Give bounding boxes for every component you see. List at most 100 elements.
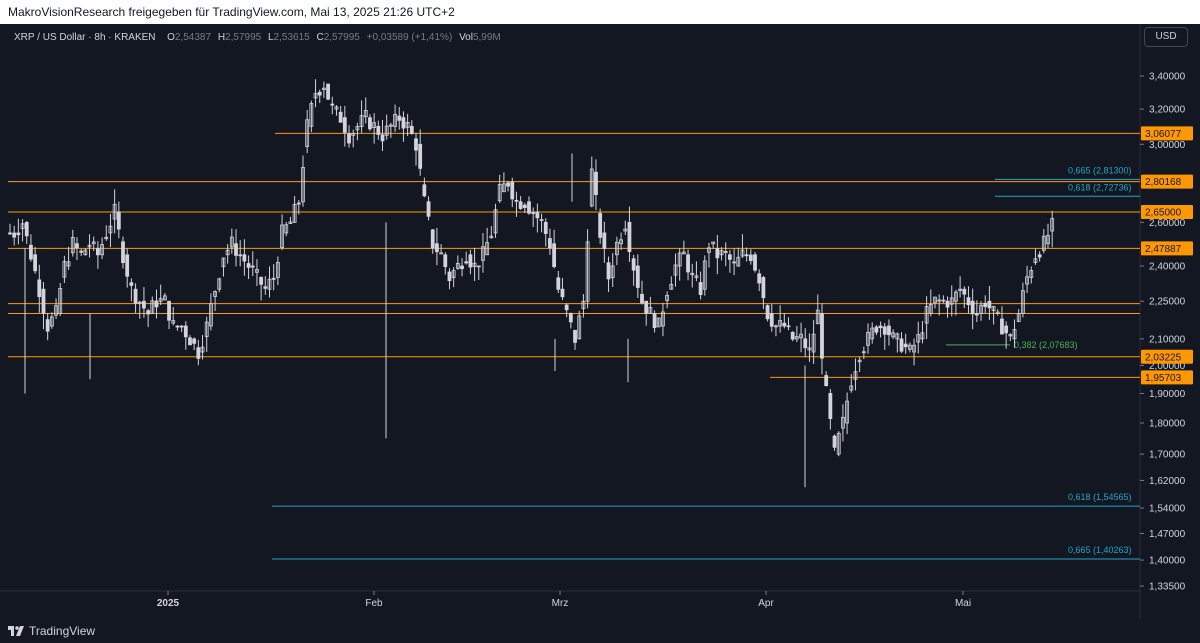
y-tick-label: 2,40000 [1149,262,1186,273]
candle-body [1004,325,1009,334]
tradingview-logo[interactable]: TradingView [8,623,95,639]
candle-body [556,277,561,290]
candle-body [284,224,289,234]
candle-body [761,277,766,299]
currency-button[interactable]: USD [1144,27,1188,47]
candle-body [188,337,192,346]
candle-body [719,250,724,256]
candle-body [623,228,628,232]
y-tick-label: 1,47000 [1149,529,1186,540]
candle-body [907,344,912,350]
candle-body [363,110,368,118]
candle-body [45,319,50,332]
candle-body [460,265,464,270]
chart-frame[interactable] [0,24,1200,619]
candle-body [246,263,251,268]
candle-body [70,237,75,254]
candle-body [836,432,841,455]
x-tick-label: Mai [955,598,971,609]
candle-body [878,325,883,329]
y-tick-label: 3,00000 [1149,140,1186,151]
candle-body [430,229,435,249]
fib-level-label: 0,618 (1,54565) [1068,492,1132,502]
candle-body [95,247,100,256]
candle-body [317,91,322,96]
symbol-title[interactable]: XRP / US Dollar · 8h · KRAKEN [14,32,156,43]
candle-body [543,221,548,234]
candle-body [476,265,481,268]
candle-body [334,106,339,110]
candle-body [774,325,778,328]
candle-body [711,241,716,245]
candle-body [192,338,197,344]
candle-body [945,300,950,308]
candle-body [196,347,201,359]
candle-body [527,201,531,214]
candle-body [464,261,469,264]
candle-body [142,300,146,309]
candle-body [100,244,104,256]
candle-body [259,277,264,285]
price-chart[interactable]: 3,40000 3,20000 3,00000 2,60000 2,40000 2,250… [0,24,1200,619]
candle-body [485,242,490,256]
candle-body [87,244,92,248]
candle-body [280,224,284,248]
candle-body [619,239,623,245]
footer-bar: TradingView [0,619,1200,643]
candle-body [1016,313,1021,322]
candle-body [209,303,213,327]
candle-body [380,134,385,142]
candle-body [217,278,222,290]
candle-body [681,251,686,255]
candle-body [342,117,347,133]
level-price-label: 2,80168 [1145,177,1182,188]
candle-body [347,133,351,144]
candle-body [916,334,921,343]
candle-body [673,264,678,276]
candle-body [815,309,820,325]
candle-body [794,336,799,340]
y-tick-label: 1,90000 [1149,389,1186,400]
candle-body [146,310,151,315]
candle-body [824,375,829,387]
level-price-badge [1141,204,1193,219]
candle-body [179,325,184,328]
candle-body [225,249,230,256]
candle-body [401,117,406,129]
candle-body [104,236,109,240]
level-price-badge [1141,174,1193,189]
candle-body [841,416,845,429]
candle-body [368,117,372,130]
candle-body [1041,235,1046,251]
candle-body [1033,258,1038,263]
fib-level-label: 0,665 (1,40263) [1068,545,1132,555]
candle-body [740,249,745,257]
candle-body [535,211,540,219]
y-tick-label: 1,54000 [1149,504,1186,515]
candle-body [455,262,460,269]
candle-body [531,212,536,214]
x-tick-label: Feb [365,598,383,609]
candle-body [506,182,510,187]
candle-body [443,254,448,268]
candle-body [665,295,670,301]
candle-body [37,279,42,298]
candle-body [1029,270,1034,278]
level-price-label: 2,03225 [1145,352,1182,363]
candle-body [698,282,703,295]
candle-body [1050,218,1055,232]
candle-body [799,333,803,339]
candle-body [376,125,381,135]
candle-body [1037,254,1042,258]
level-price-badge [1141,241,1193,256]
candle-body [112,203,117,220]
candle-body [635,265,640,288]
candle-body [627,221,632,253]
candle-body [49,316,54,327]
candle-body [108,225,113,234]
candle-body [326,83,330,100]
candle-body [744,254,749,257]
candle-body [129,282,134,286]
y-tick-label: 1,80000 [1149,418,1186,429]
y-tick-label: 2,60000 [1149,218,1186,229]
